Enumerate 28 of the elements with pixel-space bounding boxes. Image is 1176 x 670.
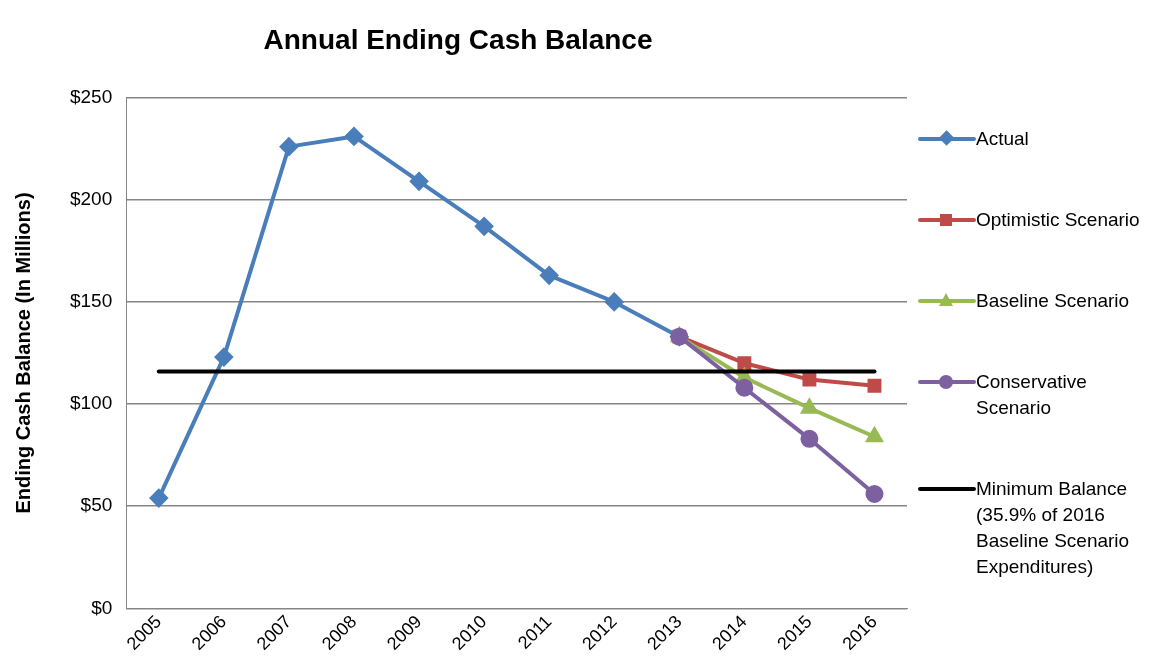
point — [149, 489, 168, 508]
point — [867, 378, 882, 393]
point — [410, 172, 429, 191]
point — [214, 348, 233, 367]
point — [735, 378, 754, 397]
legend-label: Actual — [976, 126, 1030, 151]
point — [865, 484, 884, 503]
y-tick-label: $50 — [80, 494, 113, 516]
legend-label: Baseline Scenario — [976, 288, 1131, 313]
y-tick-label: $0 — [91, 596, 113, 618]
point — [605, 292, 624, 311]
point — [800, 429, 819, 448]
point — [344, 127, 363, 146]
point — [540, 266, 559, 285]
point — [737, 356, 752, 371]
legend-label: Optimistic Scenario — [976, 207, 1141, 232]
y-tick-label: $100 — [69, 392, 113, 414]
y-tick-label: $250 — [69, 85, 113, 107]
point — [475, 217, 494, 236]
legend-label: Minimum Balance (35.9% of 2016 Baseline Scenario Expenditures) — [976, 477, 1131, 580]
point — [279, 137, 298, 156]
point — [802, 372, 817, 387]
legend-label: Conservative Scenario — [976, 370, 1088, 421]
y-tick-label: $150 — [69, 290, 113, 312]
point — [801, 399, 818, 414]
y-tick-label: $200 — [69, 188, 113, 209]
chart-title: Annual Ending Cash Balance — [263, 23, 653, 55]
y-axis-title: Ending Cash Balance (In Millions) — [11, 192, 34, 514]
